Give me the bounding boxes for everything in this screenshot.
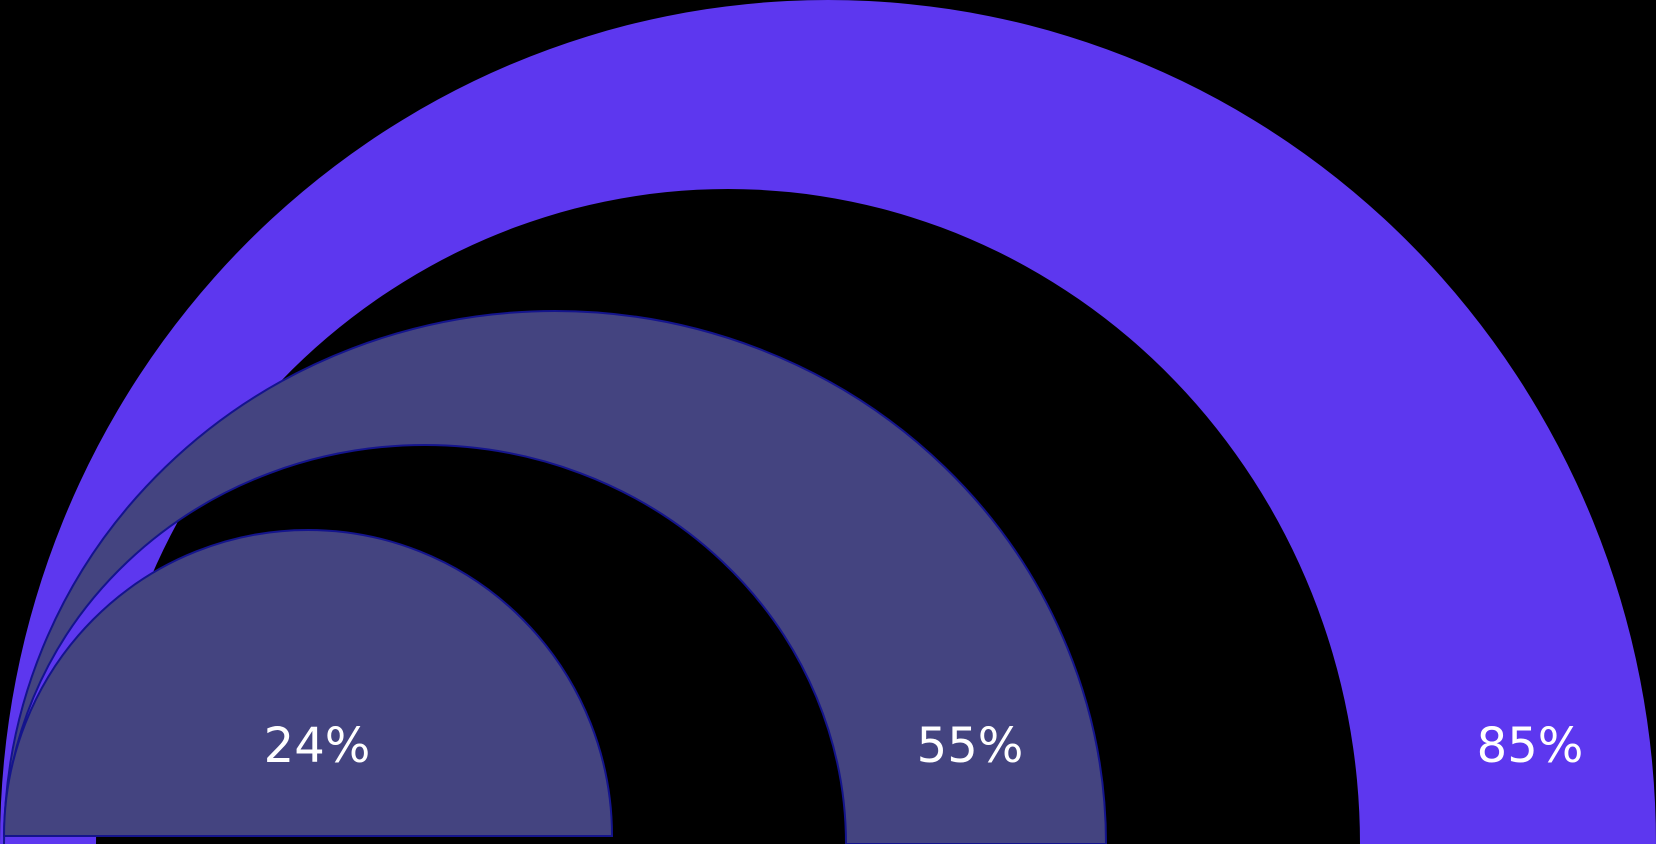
- value-label-55: 55%: [917, 718, 1024, 774]
- label-group: 24% 55% 85%: [264, 718, 1584, 774]
- arc-24-percent: [2, 528, 614, 837]
- arc-55-percent: [3, 310, 1108, 844]
- value-label-24: 24%: [264, 718, 371, 774]
- value-label-85: 85%: [1477, 718, 1584, 774]
